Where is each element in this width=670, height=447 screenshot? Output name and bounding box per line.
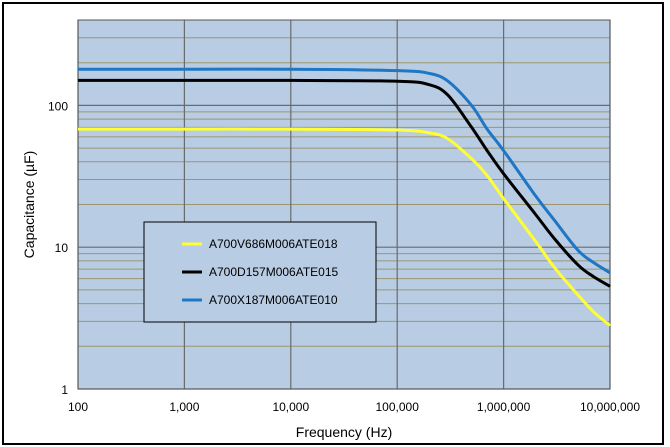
y-tick-label: 1 <box>61 383 68 397</box>
y-tick-label: 10 <box>55 241 69 255</box>
series-line-2 <box>78 78 611 288</box>
legend: A700V686M006ATE018 A700D157M006ATE015 A700… <box>143 221 377 323</box>
y-tick-labels: 1 10 100 <box>48 99 68 397</box>
x-tick-label: 10,000 <box>272 400 309 414</box>
legend-label: A700D157M006ATE015 <box>209 265 339 279</box>
x-tick-label: 100,000 <box>376 400 420 414</box>
x-tick-label: 1,000 <box>169 400 199 414</box>
y-tick-label: 100 <box>48 99 68 113</box>
legend-label: A700X187M006ATE010 <box>209 293 338 307</box>
plot-border <box>77 19 611 390</box>
y-axis-title: Capacitance (µF) <box>21 151 37 259</box>
x-tick-label: 10,000,000 <box>580 400 640 414</box>
x-tick-label: 100 <box>68 400 88 414</box>
x-tick-label: 1,000,000 <box>477 400 531 414</box>
x-tick-labels: 100 1,000 10,000 100,000 1,000,000 10,000,000 <box>68 400 640 414</box>
x-axis-title: Frequency (Hz) <box>296 424 392 440</box>
legend-label: A700V686M006ATE018 <box>209 237 338 251</box>
series-line-3 <box>78 67 611 275</box>
series-lines <box>78 67 611 327</box>
series-line-1 <box>78 127 611 327</box>
